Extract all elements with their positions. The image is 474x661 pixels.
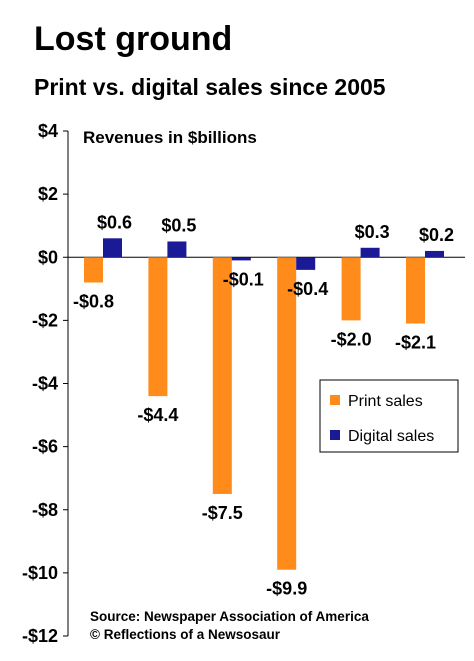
data-label-digital: -$0.1 bbox=[223, 269, 264, 289]
bar-print bbox=[84, 257, 103, 283]
legend-label-print: Print sales bbox=[348, 393, 423, 410]
y-axis-label: Revenues in $billions bbox=[83, 128, 257, 147]
chart-title: Lost ground bbox=[34, 20, 233, 58]
data-label-print: -$2.1 bbox=[395, 333, 436, 353]
y-tick-label: -$12 bbox=[22, 626, 58, 646]
bar-digital bbox=[425, 250, 444, 258]
data-label-digital: $0.2 bbox=[419, 225, 454, 245]
data-label-digital: $0.3 bbox=[355, 222, 390, 242]
bar-print bbox=[341, 257, 361, 321]
data-label-print: -$7.5 bbox=[202, 503, 243, 523]
legend-label-digital: Digital sales bbox=[348, 428, 434, 445]
y-tick-label: -$10 bbox=[22, 563, 58, 583]
bar-print bbox=[212, 257, 232, 494]
data-label-print: -$2.0 bbox=[331, 329, 372, 349]
bar-digital bbox=[167, 241, 187, 258]
chart-subtitle: Print vs. digital sales since 2005 bbox=[34, 74, 386, 100]
bar-digital bbox=[231, 257, 251, 261]
data-label-print: -$4.4 bbox=[137, 405, 178, 425]
y-tick-label: $0 bbox=[38, 247, 58, 267]
y-tick-label: $2 bbox=[38, 184, 58, 204]
bar-digital bbox=[360, 247, 380, 258]
data-label-print: -$9.9 bbox=[266, 579, 307, 599]
source-note: Source: Newspaper Association of America bbox=[90, 609, 369, 624]
bar-digital bbox=[103, 238, 122, 258]
data-label-digital: $0.5 bbox=[161, 215, 196, 235]
credit-note: © Reflections of a Newsosaur bbox=[90, 627, 281, 642]
data-label-digital: $0.6 bbox=[97, 212, 132, 232]
y-tick-label: -$6 bbox=[32, 437, 58, 457]
data-label-print: -$0.8 bbox=[73, 292, 114, 312]
legend-box bbox=[319, 379, 459, 453]
legend-swatch-print bbox=[330, 395, 340, 405]
bar-print bbox=[406, 257, 425, 324]
bar-digital bbox=[296, 257, 316, 270]
legend: Print sales Digital sales bbox=[319, 379, 459, 453]
bar-print bbox=[277, 257, 297, 570]
data-label-digital: -$0.4 bbox=[287, 279, 328, 299]
bar-print bbox=[148, 257, 168, 397]
y-tick-label: $4 bbox=[38, 121, 58, 141]
legend-swatch-digital bbox=[330, 430, 340, 440]
y-tick-label: -$4 bbox=[32, 374, 58, 394]
y-tick-label: -$2 bbox=[32, 310, 58, 330]
y-tick-label: -$8 bbox=[32, 500, 58, 520]
